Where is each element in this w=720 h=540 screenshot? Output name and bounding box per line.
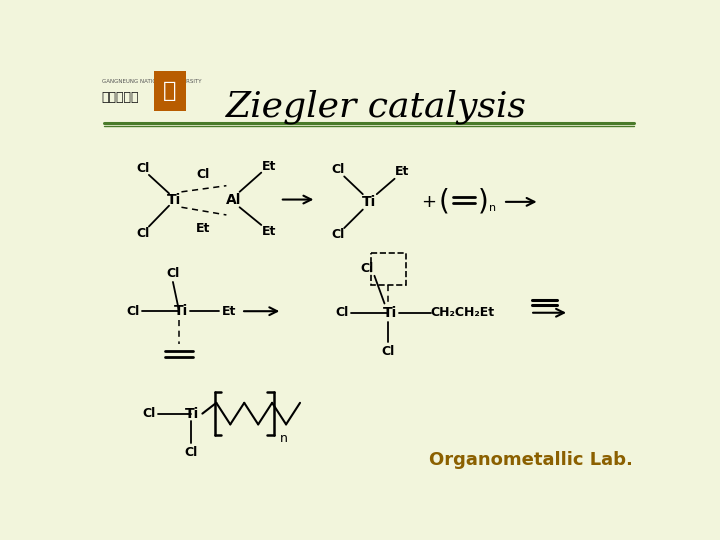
- Text: Cl: Cl: [331, 163, 345, 176]
- Text: Et: Et: [262, 225, 276, 238]
- Text: n: n: [280, 432, 288, 445]
- Text: Cl: Cl: [382, 345, 395, 357]
- Bar: [153, 71, 186, 111]
- Text: Ti: Ti: [174, 304, 188, 318]
- Text: CH₂CH₂Et: CH₂CH₂Et: [430, 306, 494, 319]
- Text: Et: Et: [222, 305, 236, 318]
- Text: Cl: Cl: [331, 228, 345, 241]
- Text: Ziegler catalysis: Ziegler catalysis: [226, 90, 527, 124]
- Text: n: n: [490, 203, 497, 213]
- Text: Cl: Cl: [336, 306, 348, 319]
- Text: 강릅대학교: 강릅대학교: [102, 91, 139, 104]
- Text: Cl: Cl: [136, 227, 149, 240]
- Text: Cl: Cl: [361, 261, 374, 274]
- Text: Cl: Cl: [197, 167, 210, 181]
- Text: Ti: Ti: [383, 306, 397, 320]
- Text: Cl: Cl: [126, 305, 139, 318]
- Text: Ti: Ti: [185, 407, 199, 421]
- Text: +: +: [421, 193, 436, 211]
- Text: Cl: Cl: [166, 267, 179, 280]
- Text: Et: Et: [395, 165, 410, 178]
- Text: Et: Et: [262, 160, 276, 173]
- Text: Organometallic Lab.: Organometallic Lab.: [428, 451, 632, 469]
- Text: Cl: Cl: [184, 446, 197, 458]
- Text: Cl: Cl: [136, 162, 149, 176]
- Text: 品: 品: [163, 81, 176, 101]
- Text: GANGNEUNG NATIONAL UNIVERSITY: GANGNEUNG NATIONAL UNIVERSITY: [102, 79, 201, 84]
- Text: Al: Al: [225, 193, 241, 206]
- Text: (: (: [438, 188, 449, 216]
- Bar: [371, 253, 406, 285]
- Text: Ti: Ti: [166, 193, 181, 206]
- Text: ): ): [477, 188, 488, 216]
- Text: Et: Et: [196, 222, 210, 235]
- Text: Ti: Ti: [362, 195, 376, 209]
- Text: Cl: Cl: [143, 407, 156, 420]
